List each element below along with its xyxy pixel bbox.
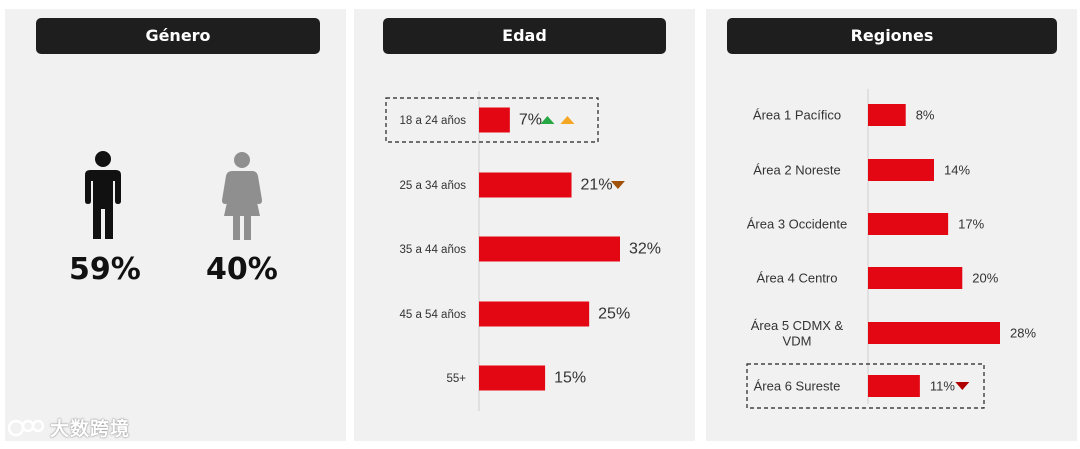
trend-down-brown-icon — [610, 181, 625, 189]
bar — [868, 322, 1000, 344]
category-label: Área 3 Occidente — [747, 217, 847, 232]
female-percentage: 40% — [206, 252, 278, 287]
category-label-line: Área 5 CDMX & — [751, 318, 844, 333]
category-label: 18 a 24 años — [399, 115, 466, 127]
category-label: Área 2 Noreste — [753, 163, 840, 178]
category-label-line: Área 4 Centro — [757, 271, 838, 286]
trend-up-green-icon — [540, 116, 555, 124]
bar — [868, 159, 934, 181]
gender-panel: Género 59% 40% — [5, 9, 346, 441]
age-panel: Edad 18 a 24 años 7% 25 a 34 años 21% 35 a 4… — [354, 9, 695, 441]
value-label: 21% — [581, 177, 613, 194]
value-label: 14% — [944, 163, 970, 178]
category-label-line: 25 a 34 años — [399, 180, 466, 192]
category-label: 25 a 34 años — [399, 180, 466, 192]
bar — [868, 267, 963, 289]
bar — [479, 365, 546, 391]
value-label: 20% — [972, 271, 998, 286]
category-label: Área 6 Sureste — [754, 379, 841, 394]
value-label: 15% — [554, 370, 586, 387]
category-label-line: Área 6 Sureste — [754, 379, 841, 394]
male-figure-icon — [85, 151, 121, 239]
watermark: 大数跨境 — [8, 414, 130, 441]
regions-bar-chart: Área 1 Pacífico 8% Área 2 Noreste 14% Área 3… — [746, 89, 1036, 409]
category-label-line: 18 a 24 años — [399, 115, 466, 127]
value-label: 25% — [598, 306, 630, 323]
bar — [868, 104, 906, 126]
male-percentage: 59% — [69, 252, 141, 287]
category-label: 55+ — [446, 373, 466, 385]
category-label: Área 1 Pacífico — [753, 108, 841, 123]
category-label-line: Área 3 Occidente — [747, 217, 847, 232]
bar — [479, 107, 510, 133]
value-label: 32% — [629, 241, 661, 258]
bar — [479, 301, 590, 327]
category-label-line: Área 1 Pacífico — [753, 108, 841, 123]
bar — [868, 375, 920, 397]
watermark-text: 大数跨境 — [50, 418, 131, 440]
highlight-box — [746, 363, 985, 409]
category-label: 35 a 44 años — [399, 244, 466, 256]
category-label: Área 4 Centro — [757, 271, 838, 286]
value-label: 11% — [930, 379, 955, 394]
age-header: Edad — [383, 18, 666, 54]
watermark-logo-icon — [8, 419, 44, 436]
value-label: 17% — [958, 217, 984, 232]
bar — [868, 213, 949, 235]
regions-panel: Regiones Área 1 Pacífico 8% Área 2 Noreste… — [706, 9, 1077, 441]
bar — [479, 236, 620, 262]
category-label-line: 45 a 54 años — [399, 309, 466, 321]
gender-header: Género — [36, 18, 320, 54]
category-label-line: VDM — [783, 333, 812, 348]
category-label-line: 55+ — [446, 373, 466, 385]
value-label: 8% — [916, 108, 935, 123]
female-figure-icon — [222, 152, 262, 240]
bar — [479, 172, 572, 198]
age-bar-chart: 18 a 24 años 7% 25 a 34 años 21% 35 a 44 año… — [385, 91, 661, 411]
category-label: Área 5 CDMX & VDM — [751, 318, 844, 349]
trend-down-red-icon — [955, 382, 970, 390]
regions-header: Regiones — [727, 18, 1057, 54]
value-label: 7% — [519, 112, 542, 129]
category-label: 45 a 54 años — [399, 309, 466, 321]
highlight-box — [385, 97, 599, 143]
category-label-line: Área 2 Noreste — [753, 163, 840, 178]
category-label-line: 35 a 44 años — [399, 244, 466, 256]
value-label: 28% — [1010, 326, 1036, 341]
trend-up-orange-icon — [560, 116, 575, 124]
